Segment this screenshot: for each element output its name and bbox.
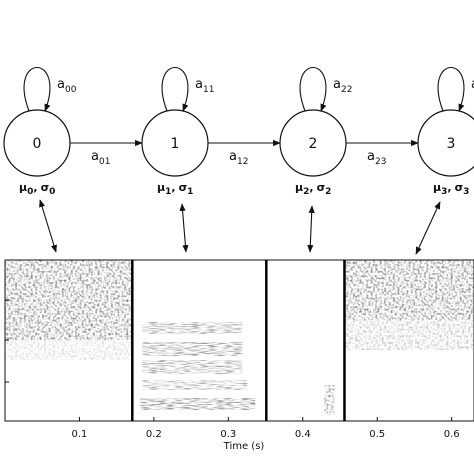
texture-patch xyxy=(344,320,474,350)
x-tick-label: 0.1 xyxy=(71,429,87,440)
symbol: μ xyxy=(157,181,165,194)
subscript: 01 xyxy=(99,157,110,167)
x-axis-label: Time (s) xyxy=(223,441,265,452)
alignment-arrow xyxy=(39,199,57,253)
subscript: 2 xyxy=(303,187,309,197)
state-params: μ3, σ3 xyxy=(433,181,469,197)
texture-patch xyxy=(142,342,243,356)
self-loop xyxy=(299,66,327,112)
subscript: 3 xyxy=(463,187,469,197)
symbol: a xyxy=(333,77,341,92)
alignment-arrow xyxy=(307,205,315,253)
self-loop-label: a11 xyxy=(195,77,214,95)
symbol: μ xyxy=(295,181,303,194)
self-loop-label: a00 xyxy=(57,77,77,95)
x-tick-label: 0.2 xyxy=(146,429,162,440)
state-label: 0 xyxy=(33,136,42,152)
x-tick-label: 0.5 xyxy=(369,429,385,440)
subscript: 00 xyxy=(65,85,77,95)
subscript: 1 xyxy=(165,187,171,197)
symbol: σ xyxy=(179,181,188,194)
symbol: , xyxy=(171,181,175,194)
symbol: a xyxy=(367,149,375,164)
subscript: 23 xyxy=(375,157,386,167)
subscript: 3 xyxy=(441,187,447,197)
symbol: a xyxy=(471,77,474,92)
self-loop-label: a22 xyxy=(333,77,352,95)
alignment-arrow xyxy=(179,203,189,253)
x-tick-label: 0.6 xyxy=(444,429,460,440)
symbol: , xyxy=(33,181,37,194)
symbol: a xyxy=(195,77,203,92)
subscript: 12 xyxy=(237,157,248,167)
symbol: σ xyxy=(455,181,464,194)
transition-label: a12 xyxy=(229,149,248,167)
texture-patch xyxy=(142,360,243,374)
subscript: 0 xyxy=(27,187,33,197)
symbol: σ xyxy=(41,181,50,194)
transition-label: a23 xyxy=(367,149,386,167)
texture-patch xyxy=(5,260,133,340)
state-label: 2 xyxy=(309,136,318,152)
state-params: μ2, σ2 xyxy=(295,181,331,197)
subscript: 22 xyxy=(341,85,352,95)
state-label: 1 xyxy=(171,136,180,152)
texture-patch xyxy=(344,260,474,320)
self-loop xyxy=(161,66,189,112)
alignment-arrow xyxy=(415,201,441,255)
texture-patch xyxy=(5,340,133,360)
symbol: a xyxy=(91,149,99,164)
subscript: 11 xyxy=(203,85,214,95)
state-params: μ1, σ1 xyxy=(157,181,193,197)
subscript: 0 xyxy=(49,187,55,197)
symbol: σ xyxy=(317,181,326,194)
subscript: 2 xyxy=(325,187,331,197)
symbol: , xyxy=(447,181,451,194)
texture-patch xyxy=(142,380,248,390)
transition-label: a01 xyxy=(91,149,110,167)
self-loop xyxy=(437,66,465,112)
x-tick-label: 0.3 xyxy=(220,429,236,440)
self-loop xyxy=(23,66,51,112)
self-loop-label: a33 xyxy=(471,77,474,95)
symbol: a xyxy=(229,149,237,164)
state-params: μ0, σ0 xyxy=(19,181,55,197)
texture-patch xyxy=(142,322,243,334)
texture-patch xyxy=(324,385,335,415)
symbol: μ xyxy=(19,181,27,194)
state-label: 3 xyxy=(447,136,456,152)
symbol: , xyxy=(309,181,313,194)
subscript: 1 xyxy=(187,187,193,197)
spectrogram-texture xyxy=(5,260,474,415)
x-tick-label: 0.4 xyxy=(295,429,311,440)
diagram-layer: 0a00μ0,σ01a11μ1,σ12a22μ2,σ23a33μ3,σ3a01a… xyxy=(3,66,474,452)
symbol: a xyxy=(57,77,65,92)
texture-patch xyxy=(140,398,256,410)
symbol: μ xyxy=(433,181,441,194)
